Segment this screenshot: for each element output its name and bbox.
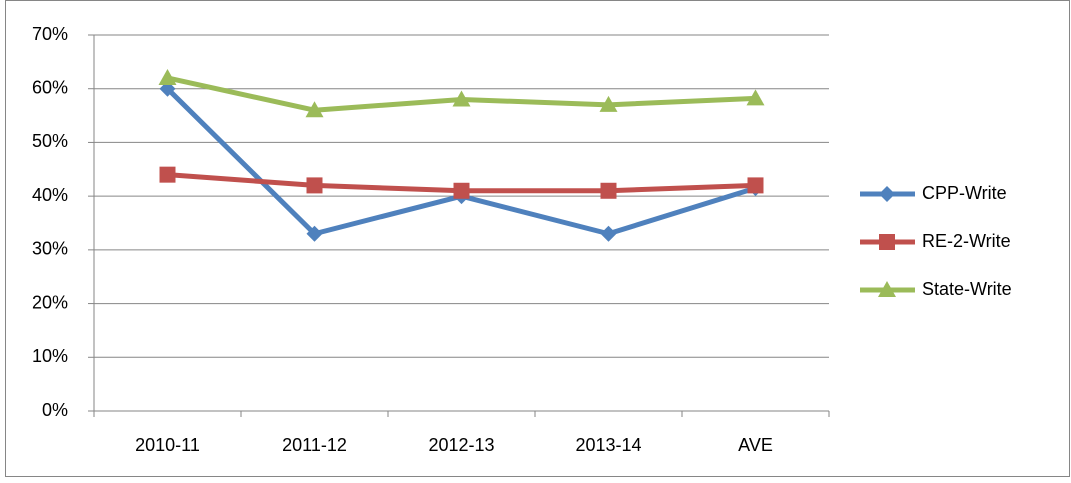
marker — [306, 177, 323, 194]
y-tick-label: 50% — [32, 131, 68, 151]
marker — [600, 225, 617, 242]
x-tick-label: 2012-13 — [428, 435, 494, 455]
x-tick-label: 2011-12 — [282, 435, 347, 455]
y-tick-label: 40% — [32, 185, 68, 205]
x-tick-label: 2010-11 — [135, 435, 200, 455]
marker — [878, 281, 896, 297]
x-tick-label: AVE — [738, 435, 773, 455]
legend-label: State-Write — [922, 279, 1012, 299]
legend-label: RE-2-Write — [922, 231, 1011, 251]
marker — [747, 177, 764, 194]
chart-border — [5, 0, 1070, 477]
marker — [453, 182, 470, 199]
x-tick-label: 2013-14 — [575, 435, 641, 455]
legend-label: CPP-Write — [922, 183, 1007, 203]
marker — [746, 89, 765, 106]
marker — [879, 234, 895, 250]
marker — [599, 95, 618, 112]
marker — [306, 225, 323, 242]
y-tick-label: 0% — [42, 400, 68, 420]
y-tick-label: 10% — [32, 346, 68, 366]
y-tick-label: 70% — [32, 24, 68, 44]
marker — [159, 166, 176, 183]
y-tick-label: 60% — [32, 77, 68, 97]
marker — [158, 68, 177, 85]
y-tick-label: 30% — [32, 239, 68, 259]
marker — [879, 186, 895, 202]
y-tick-label: 20% — [32, 292, 68, 312]
marker — [452, 90, 471, 107]
marker — [600, 182, 617, 199]
marker — [305, 101, 324, 118]
